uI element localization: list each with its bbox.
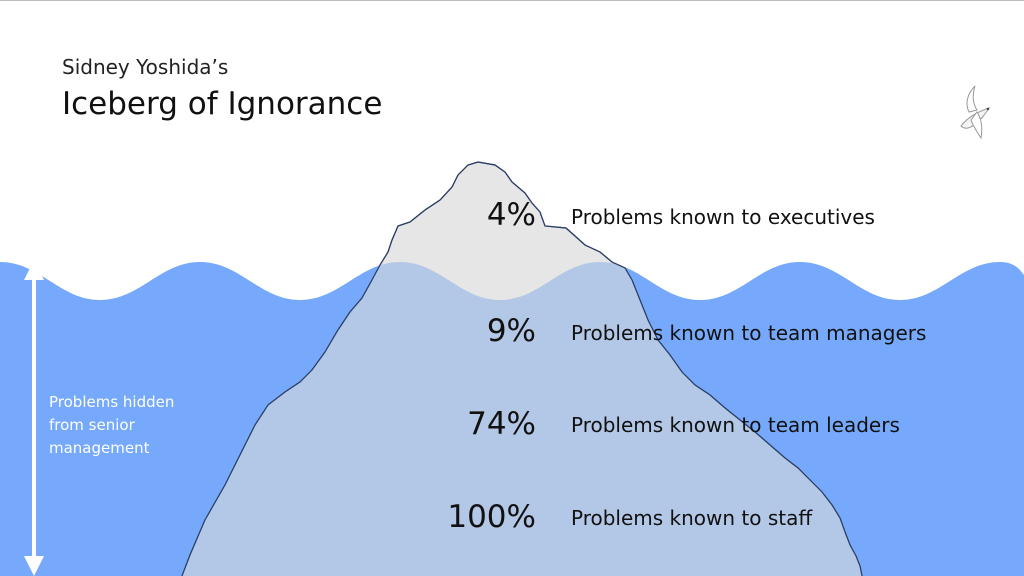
level-percent: 74%	[467, 406, 536, 442]
level-label: Problems known to staff	[571, 506, 813, 530]
iceberg-outline	[181, 161, 863, 576]
level-label: Problems known to team managers	[571, 321, 927, 345]
level-percent: 100%	[447, 499, 536, 535]
hidden-problems-label: Problems hidden from senior management	[49, 393, 175, 457]
iceberg-submerged	[182, 262, 862, 576]
level-label: Problems known to team leaders	[571, 413, 900, 437]
depth-arrow	[24, 260, 44, 576]
seagull-icon	[960, 85, 991, 140]
subtitle: Sidney Yoshida’s	[62, 55, 229, 79]
level-label: Problems known to executives	[571, 205, 875, 229]
level-percent: 4%	[486, 197, 536, 233]
page-title: Iceberg of Ignorance	[62, 86, 383, 122]
level-percent: 9%	[486, 313, 536, 349]
